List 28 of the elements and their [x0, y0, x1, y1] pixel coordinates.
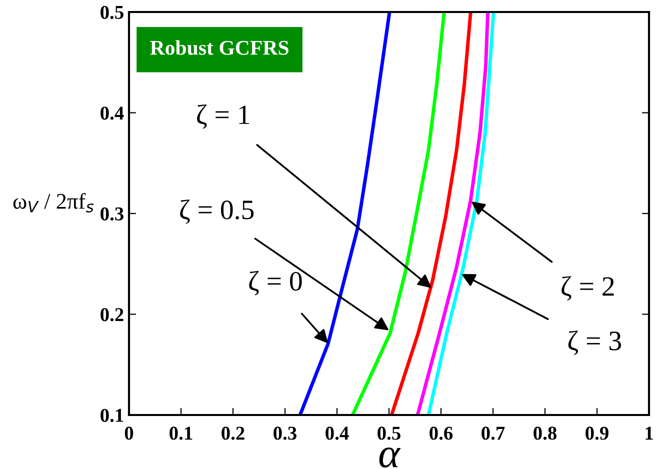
- x-tick-label: 0.8: [534, 426, 557, 440]
- line-series: [350, 12, 446, 415]
- x-tick-label: 0.4: [326, 426, 349, 440]
- x-tick-label: 0.7: [482, 426, 505, 440]
- annotation: ζ = 1: [197, 104, 250, 129]
- y-tick-label: 0.1: [100, 408, 124, 422]
- line-series: [416, 12, 490, 415]
- line-series: [426, 12, 496, 415]
- annotation: ζ = 3: [568, 330, 621, 355]
- x-tick-label: 0.6: [430, 426, 453, 440]
- x-tick-label: 1: [646, 426, 653, 440]
- x-tick-label: 0.9: [586, 426, 608, 440]
- y-tick-label: 0.3: [100, 207, 124, 221]
- y-axis-title: ω$_{V}$ / 2πf$_{s}$: [13, 192, 94, 212]
- x-axis-title: α: [379, 447, 401, 468]
- x-tick-label: 0.2: [222, 426, 244, 440]
- y-tick-label: 0.2: [100, 308, 124, 322]
- annotation: ζ = 0.5: [180, 199, 254, 224]
- x-tick-label: 0: [124, 426, 134, 440]
- x-tick-label: 0.1: [170, 426, 192, 440]
- y-tick-label: 0.4: [100, 106, 124, 120]
- x-tick-label: 0.5: [378, 426, 400, 440]
- annotation: Robust GCFRS: [150, 40, 288, 55]
- y-tick-label: 0.5: [100, 6, 124, 20]
- annotation: ζ = 2: [562, 276, 614, 300]
- annotation: ζ = 0: [249, 270, 302, 296]
- line-series: [390, 12, 472, 415]
- x-tick-label: 0.3: [274, 426, 296, 440]
